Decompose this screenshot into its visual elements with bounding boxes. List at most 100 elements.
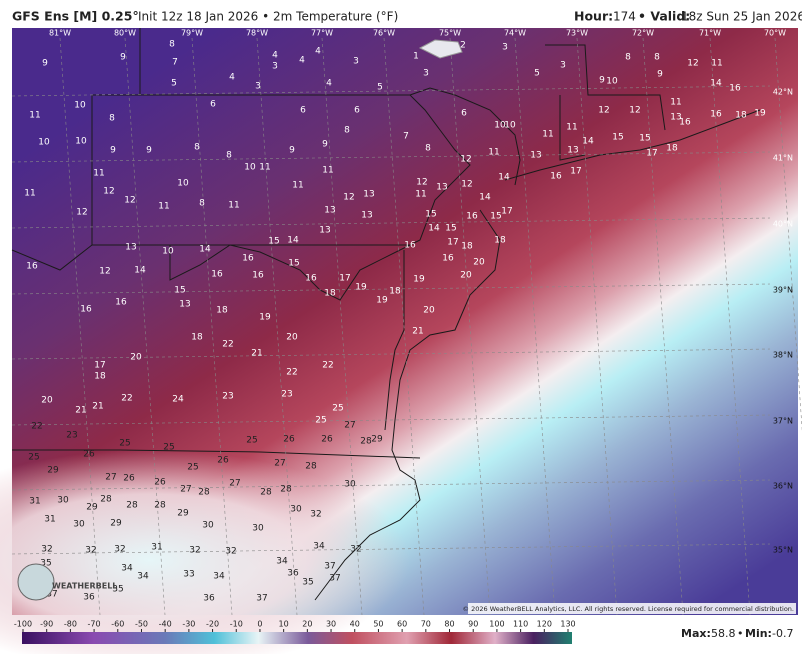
latitude-label: 38°N [773, 351, 793, 360]
temperature-label: 11 [158, 202, 169, 212]
latitude-label: 41°N [773, 154, 793, 163]
temperature-label: 11 [93, 169, 104, 179]
temperature-label: 15 [425, 210, 436, 220]
temperature-label: 34 [121, 564, 133, 574]
temperature-label: 10 [177, 179, 189, 189]
temperature-label: 15 [490, 212, 501, 222]
temperature-label: 10 [504, 121, 516, 131]
temperature-label: 15 [268, 237, 279, 247]
temperature-label: 22 [222, 340, 233, 350]
temperature-label: 3 [272, 62, 278, 72]
temperature-label: 4 [326, 79, 332, 89]
temperature-label: 29 [371, 435, 383, 445]
temperature-label: 12 [99, 267, 110, 277]
meridian [59, 37, 101, 616]
temperature-label: 15 [445, 224, 456, 234]
temperature-label: 35 [40, 559, 51, 569]
temperature-label: 25 [119, 439, 130, 449]
temperature-label: 28 [280, 485, 292, 495]
colorbar-tick-label: 0 [257, 620, 262, 629]
temperature-label: 6 [354, 106, 360, 116]
temperature-label: 34 [213, 572, 225, 582]
meridian [191, 37, 233, 616]
temperature-label: 14 [287, 236, 299, 246]
temperature-label: 36 [203, 594, 215, 604]
temperature-label: 17 [94, 361, 105, 371]
temperature-label: 22 [31, 422, 42, 432]
temperature-label: 14 [428, 224, 440, 234]
temperature-label: 15 [288, 259, 299, 269]
max: 58.8 [711, 627, 736, 640]
temperature-label: 33 [183, 570, 194, 580]
temperature-label: 26 [217, 456, 229, 466]
colorbar-tick-label: 70 [421, 620, 431, 629]
temperature-label: 12 [124, 196, 135, 206]
temperature-label: 20 [473, 258, 485, 268]
longitude-label: 78°W [246, 29, 268, 38]
temperature-label: 20 [460, 271, 472, 281]
temperature-label: 30 [290, 505, 302, 515]
temperature-label: 27 [274, 459, 285, 469]
colorbar-tick-label: -60 [111, 620, 124, 629]
temperature-label: 26 [283, 435, 295, 445]
temperature-label: 12 [461, 180, 472, 190]
temperature-label: 18 [389, 287, 401, 297]
temperature-label: 32 [189, 546, 200, 556]
temperature-label: 12 [343, 193, 354, 203]
temperature-label: 23 [222, 392, 233, 402]
temperature-label: 16 [404, 241, 416, 251]
model-title: GFS Ens [M] 0.25° [12, 9, 139, 24]
temperature-label: 5 [171, 79, 177, 89]
temperature-label: 28 [360, 437, 372, 447]
temperature-label: 18 [735, 111, 747, 121]
temperature-label: 29 [177, 509, 189, 519]
temperature-label: 13 [361, 211, 372, 221]
temperature-label: 9 [322, 140, 328, 150]
temperature-label: 20 [423, 306, 435, 316]
temperature-label: 11 [566, 123, 577, 133]
hour-label: Hour: [574, 9, 613, 24]
temperature-label: 30 [252, 524, 264, 534]
temperature-label: 18 [191, 333, 203, 343]
parallel [11, 283, 771, 295]
temperature-label: 13 [530, 151, 541, 161]
temperature-label: 4 [299, 56, 305, 66]
temperature-label: 27 [229, 479, 240, 489]
colorbar-tick-label: -90 [40, 620, 53, 629]
temperature-label: 18 [494, 236, 506, 246]
temperature-label: 32 [41, 545, 52, 555]
temperature-label: 16 [242, 254, 254, 264]
copyright: © 2026 WeatherBELL Analytics, LLC. All r… [463, 605, 794, 613]
temperature-label: 30 [344, 480, 356, 490]
temperature-label: 16 [679, 118, 691, 128]
sep: • [737, 627, 744, 640]
temperature-label: 11 [228, 201, 239, 211]
temperature-label: 28 [100, 495, 112, 505]
temperature-label: 6 [461, 109, 467, 119]
temperature-label: 31 [151, 543, 162, 553]
temperature-label: 11 [415, 190, 426, 200]
temperature-label: 16 [550, 172, 562, 182]
temperature-label: 11 [711, 59, 722, 69]
temperature-label: 36 [83, 593, 95, 603]
valid-label: • Valid: [638, 9, 690, 24]
temperature-label: 6 [300, 106, 306, 116]
temperature-label: 32 [225, 547, 236, 557]
hour: 174 [613, 10, 636, 24]
temperature-label: 12 [76, 208, 87, 218]
temperature-label: 19 [355, 283, 367, 293]
temperature-label: 19 [259, 313, 271, 323]
temperature-label: 19 [754, 109, 766, 119]
temperature-label: 28 [126, 501, 138, 511]
temperature-label: 13 [567, 146, 578, 156]
temperature-label: 12 [629, 106, 640, 116]
meridian [256, 37, 298, 616]
temperature-label: 2 [460, 41, 466, 51]
temperature-label: 7 [172, 58, 178, 68]
temperature-label: 4 [229, 73, 235, 83]
temperature-label: 21 [251, 349, 262, 359]
temperature-label: 16 [80, 305, 92, 315]
temperature-label: 11 [24, 189, 35, 199]
longitude-label: 74°W [504, 29, 526, 38]
